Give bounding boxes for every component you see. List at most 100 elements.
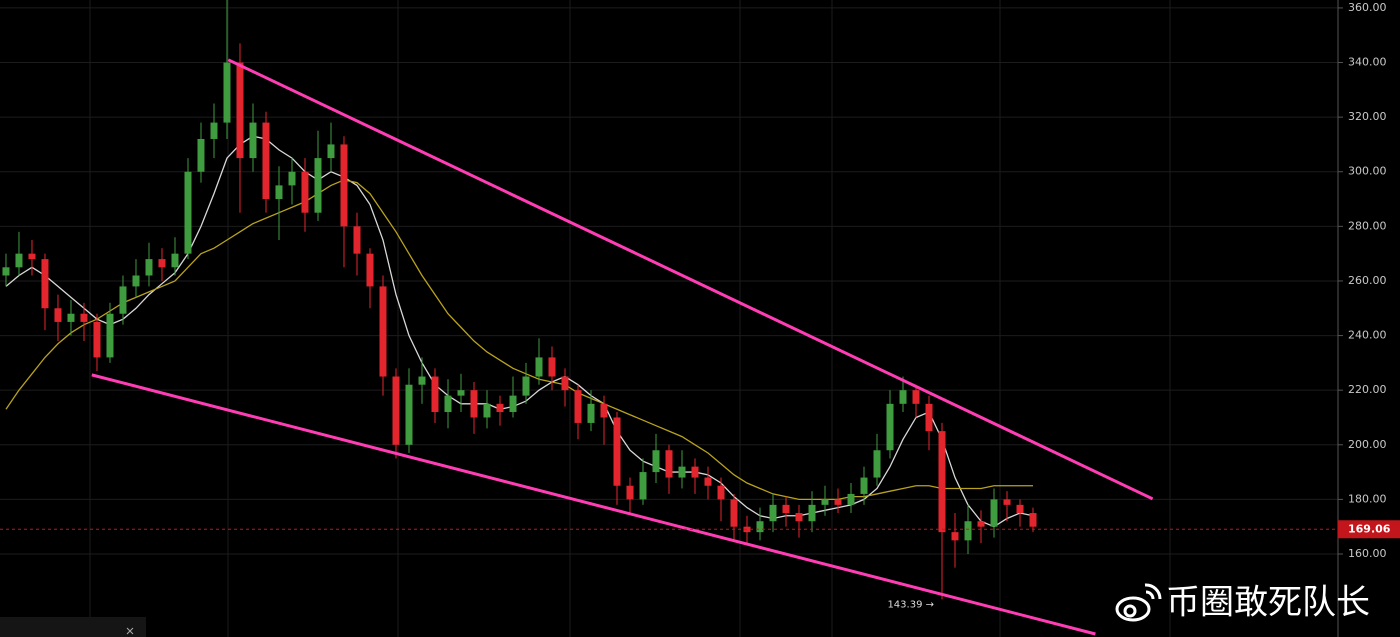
candle-body <box>275 185 283 200</box>
candle-body <box>119 286 127 314</box>
candle-body <box>717 485 725 500</box>
candle-body <box>899 390 907 404</box>
candle-body <box>236 62 244 159</box>
trend-line <box>91 373 1096 636</box>
candle-body <box>1016 504 1024 514</box>
candle-body <box>158 259 166 268</box>
candle-body <box>1003 499 1011 505</box>
y-tick-label: 180.00 <box>1348 492 1387 505</box>
candle-body <box>145 259 153 276</box>
candle-body <box>327 144 335 159</box>
candle-body <box>340 144 348 227</box>
candle-body <box>977 521 985 527</box>
candle-body <box>431 376 439 413</box>
candle-body <box>535 357 543 377</box>
y-tick-label: 160.00 <box>1348 547 1387 560</box>
candle-body <box>782 504 790 514</box>
candle-body <box>171 253 179 268</box>
candle-body <box>197 138 205 172</box>
candle-body <box>587 403 595 423</box>
candle-body <box>262 122 270 200</box>
candle-body <box>457 390 465 396</box>
candle-body <box>509 395 517 413</box>
candle-body <box>41 259 49 309</box>
candle-body <box>912 390 920 404</box>
grid <box>0 7 1338 555</box>
plot: 143.39 → <box>0 0 1338 636</box>
candle-body <box>80 313 88 322</box>
y-tick-label: 240.00 <box>1348 329 1387 342</box>
candle-body <box>548 357 556 377</box>
candle-body <box>613 417 621 486</box>
candle-body <box>756 521 764 533</box>
candle-body <box>938 431 946 533</box>
candle-body <box>600 403 608 418</box>
y-tick-label: 340.00 <box>1348 56 1387 69</box>
candle-body <box>886 403 894 451</box>
close-icon[interactable] <box>126 627 134 635</box>
candle-body <box>847 493 855 505</box>
candle-body <box>951 532 959 541</box>
candle-body <box>93 321 101 358</box>
candle-body <box>496 403 504 413</box>
candle-body <box>574 390 582 423</box>
candle-body <box>28 253 36 260</box>
candle-body <box>990 499 998 527</box>
candle-body <box>54 308 62 322</box>
candle-body <box>392 376 400 445</box>
candle-body <box>2 267 10 276</box>
candle-body <box>314 158 322 213</box>
candle-body <box>1029 513 1037 527</box>
candle-body <box>639 472 647 500</box>
candle-body <box>405 384 413 445</box>
candle-body <box>522 376 530 396</box>
candle-body <box>561 376 569 391</box>
candle-body <box>184 171 192 254</box>
y-tick-label: 320.00 <box>1348 110 1387 123</box>
trend-line <box>227 58 1154 501</box>
candle-body <box>821 499 829 505</box>
watermark: 币圈敢死队长 <box>1166 583 1370 623</box>
candle-body <box>353 226 361 254</box>
candle-body <box>704 477 712 486</box>
y-tick-label: 300.00 <box>1348 165 1387 178</box>
last-price-label: 169.06 <box>1348 522 1391 535</box>
moving-average <box>5 179 1034 501</box>
candle-body <box>808 504 816 522</box>
candle-body <box>860 477 868 494</box>
y-tick-label: 200.00 <box>1348 438 1387 451</box>
y-tick-label: 360.00 <box>1348 1 1387 14</box>
candle-body <box>223 62 231 123</box>
candle-body <box>769 504 777 522</box>
candle-body <box>210 122 218 139</box>
candle-body <box>652 450 660 473</box>
moving-average <box>5 135 1034 528</box>
candle-body <box>67 313 75 322</box>
y-tick-label: 280.00 <box>1348 219 1387 232</box>
candle-body <box>678 466 686 478</box>
axis-labels: 160.00 180.00 200.00 220.00 240.00 260.00 280.… <box>1338 1 1400 560</box>
candle-body <box>795 513 803 522</box>
weibo-logo <box>1115 583 1162 622</box>
candle-body <box>379 286 387 377</box>
candle-body <box>964 521 972 541</box>
candle-body <box>665 450 673 478</box>
candle-body <box>444 395 452 413</box>
candle-body <box>106 313 114 358</box>
toolbar[interactable] <box>0 617 146 637</box>
candle-body <box>288 171 296 186</box>
y-tick-label: 260.00 <box>1348 274 1387 287</box>
last-price-box <box>1338 520 1400 539</box>
candle-body <box>743 526 751 533</box>
candle-body <box>925 403 933 432</box>
candle-body <box>418 376 426 385</box>
price-axis <box>1338 0 1400 637</box>
candle-body <box>691 466 699 478</box>
candle-body <box>834 499 842 505</box>
candle-body <box>301 171 309 213</box>
candle-body <box>366 253 374 287</box>
candle-body <box>15 253 23 268</box>
candle-body <box>132 275 140 287</box>
